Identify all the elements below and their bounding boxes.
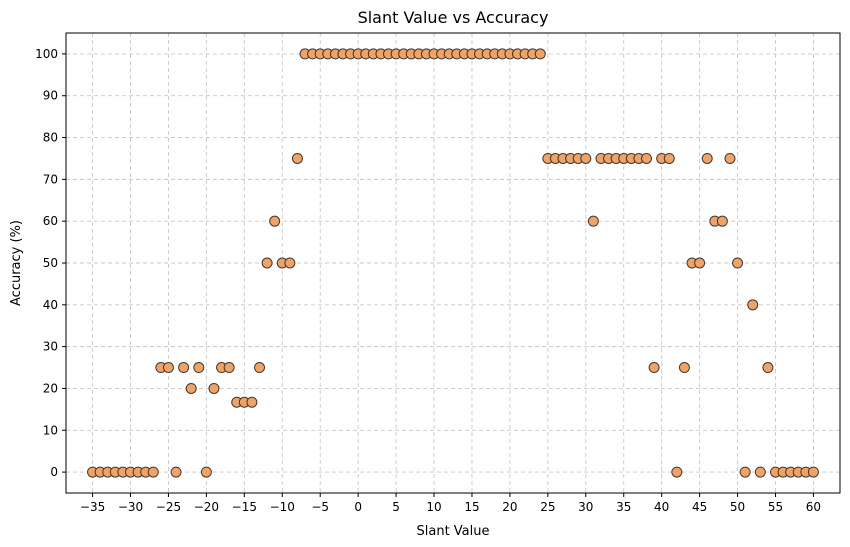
data-point [291,152,303,164]
data-points [87,48,819,478]
data-point [671,466,683,478]
data-point [223,362,235,374]
data-point [185,382,197,394]
axis-ticks: −35 −30 −25 −20 −15 −10 −5 0 5 10 15 20 25 30 35 40 45 50… [35,47,821,514]
data-point [587,215,599,227]
data-point [284,257,296,269]
data-point [724,152,736,164]
y-tick-label: 70 [43,172,58,186]
data-point [170,466,182,478]
data-point [641,152,652,164]
data-point [269,215,281,227]
y-tick-label: 10 [43,423,58,437]
x-tick-label: 30 [578,500,593,514]
x-tick-label: 45 [692,500,707,514]
x-tick-label: −30 [118,500,143,514]
x-tick-label: 50 [730,500,745,514]
data-point [254,362,265,374]
data-point [147,466,159,478]
x-tick-label: 0 [354,500,362,514]
x-tick-label: −5 [311,500,329,514]
y-tick-label: 90 [43,89,58,103]
data-point [246,396,258,408]
data-point [754,466,766,478]
y-tick-label: 80 [43,131,58,145]
chart-title: Slant Value vs Accuracy [358,8,549,27]
data-point [534,48,546,60]
x-tick-label: −10 [270,500,295,514]
y-tick-label: 30 [43,340,58,354]
y-tick-label: 20 [43,381,58,395]
data-point [208,382,220,394]
data-point [261,257,273,269]
data-point [716,215,728,227]
y-tick-label: 60 [43,214,58,228]
data-point [732,257,744,269]
x-tick-label: 20 [502,500,517,514]
data-point [648,362,660,374]
x-tick-label: 60 [806,500,821,514]
data-point [747,299,759,311]
x-tick-label: 25 [540,500,555,514]
x-tick-label: 40 [654,500,669,514]
x-tick-label: −25 [156,500,181,514]
x-axis-label: Slant Value [417,524,490,539]
data-point [193,362,205,374]
y-tick-label: 100 [35,47,58,61]
plot-frame [65,32,841,494]
data-point [694,257,706,269]
x-tick-label: −20 [194,500,219,514]
y-tick-label: 40 [43,298,58,312]
x-tick-label: 15 [464,500,479,514]
data-point [701,152,713,164]
y-tick-label: 0 [50,465,58,479]
x-tick-label: 35 [616,500,631,514]
data-point [739,466,751,478]
data-point [762,362,774,374]
data-point [663,152,675,164]
data-point [200,466,212,478]
data-point [678,362,690,374]
data-point [178,362,190,374]
x-tick-label: 55 [768,500,783,514]
x-tick-label: −35 [80,500,105,514]
x-tick-label: −15 [232,500,257,514]
y-axis-label: Accuracy (%) [9,220,24,306]
x-tick-label: 5 [392,500,400,514]
data-point [162,362,174,374]
y-tick-label: 50 [43,256,58,270]
data-point [807,466,819,478]
grid [66,33,840,493]
x-tick-label: 10 [426,500,441,514]
data-point [580,152,592,164]
